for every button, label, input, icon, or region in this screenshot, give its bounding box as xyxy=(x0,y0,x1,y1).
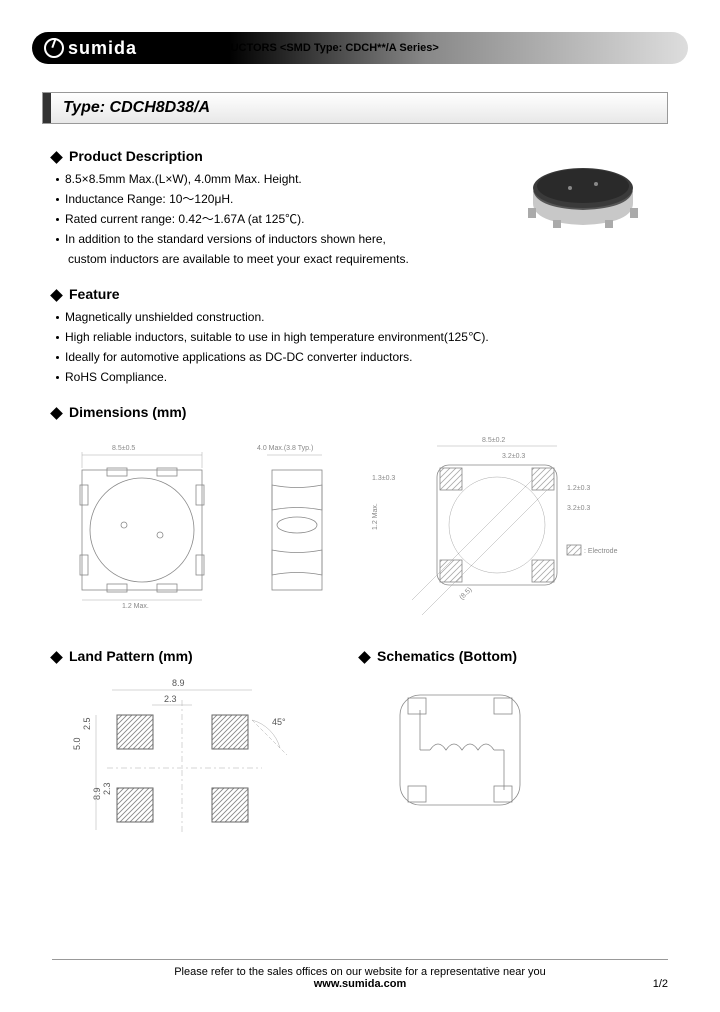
dimension-side-view: 4.0 Max.(3.8 Typ.) xyxy=(252,430,342,620)
section-land-pattern: Land Pattern (mm) xyxy=(52,648,360,664)
svg-text:1.3±0.3: 1.3±0.3 xyxy=(372,475,395,482)
svg-text:: Electrode: : Electrode xyxy=(584,548,618,555)
diamond-icon xyxy=(50,151,63,164)
svg-text:8.9: 8.9 xyxy=(172,678,185,688)
type-bar: Type: CDCH8D38/A xyxy=(42,92,668,124)
svg-text:5.0: 5.0 xyxy=(72,737,82,750)
diamond-icon xyxy=(50,289,63,302)
feature-line: High reliable inductors, suitable to use… xyxy=(56,328,668,346)
svg-text:1.2 Max.: 1.2 Max. xyxy=(122,603,149,610)
header-title: POWER INDUCTORS <SMD Type: CDCH**/A Seri… xyxy=(167,42,439,54)
product-image xyxy=(508,148,658,258)
svg-text:4.0 Max.(3.8 Typ.): 4.0 Max.(3.8 Typ.) xyxy=(257,445,313,452)
diamond-icon xyxy=(50,407,63,420)
logo-icon xyxy=(44,38,64,58)
land-pattern-drawing: 8.9 2.3 2.5 5.0 8.9 2.3 xyxy=(52,670,332,840)
diamond-icon xyxy=(50,651,63,664)
bottom-row: Land Pattern (mm) 8.9 2.3 2.5 5.0 8.9 2.… xyxy=(52,640,668,845)
type-accent xyxy=(43,93,51,123)
footer: Please refer to the sales offices on our… xyxy=(0,959,720,990)
content: Product Description 8.5×8.5mm Max.(L×W),… xyxy=(52,140,668,845)
schematic-drawing xyxy=(360,670,560,830)
svg-text:3.2±0.3: 3.2±0.3 xyxy=(502,453,525,460)
feature-line: Ideally for automotive applications as D… xyxy=(56,348,668,366)
section-dimensions: Dimensions (mm) xyxy=(52,404,668,420)
svg-text:8.5±0.2: 8.5±0.2 xyxy=(482,437,505,444)
feature-line: Magnetically unshielded construction. xyxy=(56,308,668,326)
dimension-top-view: 8.5±0.5 1.2 Max. xyxy=(52,430,232,620)
header-bar: sumida POWER INDUCTORS <SMD Type: CDCH**… xyxy=(32,32,688,64)
svg-text:(8.5): (8.5) xyxy=(458,586,473,601)
page-number: 1/2 xyxy=(653,978,668,990)
svg-text:1.2±0.3: 1.2±0.3 xyxy=(567,485,590,492)
svg-text:2.3: 2.3 xyxy=(102,782,112,795)
footer-line2: www.sumida.com xyxy=(0,978,720,990)
svg-text:2.5: 2.5 xyxy=(82,717,92,730)
svg-text:1.2 Max.: 1.2 Max. xyxy=(372,503,379,530)
svg-text:3.2±0.3: 3.2±0.3 xyxy=(567,505,590,512)
type-label: Type: CDCH8D38/A xyxy=(63,99,210,117)
svg-text:2.3: 2.3 xyxy=(164,694,177,704)
brand-logo: sumida xyxy=(44,38,137,59)
dimension-bottom-view: 8.5±0.2 3.2±0.3 1.3±0.3 1.2 Max. (8.5) :… xyxy=(362,430,622,630)
dimensions-row: 8.5±0.5 1.2 Max. 4.0 Max.(3. xyxy=(52,430,668,630)
svg-text:8.5±0.5: 8.5±0.5 xyxy=(112,445,135,452)
feature-line: RoHS Compliance. xyxy=(56,368,668,386)
brand-text: sumida xyxy=(68,38,137,59)
section-schematics: Schematics (Bottom) xyxy=(360,648,668,664)
svg-text:45°: 45° xyxy=(272,717,286,727)
datasheet-page: sumida POWER INDUCTORS <SMD Type: CDCH**… xyxy=(0,0,720,1012)
footer-line1: Please refer to the sales offices on our… xyxy=(0,966,720,978)
section-feature: Feature xyxy=(52,286,668,302)
svg-text:8.9: 8.9 xyxy=(92,787,102,800)
diamond-icon xyxy=(358,651,371,664)
